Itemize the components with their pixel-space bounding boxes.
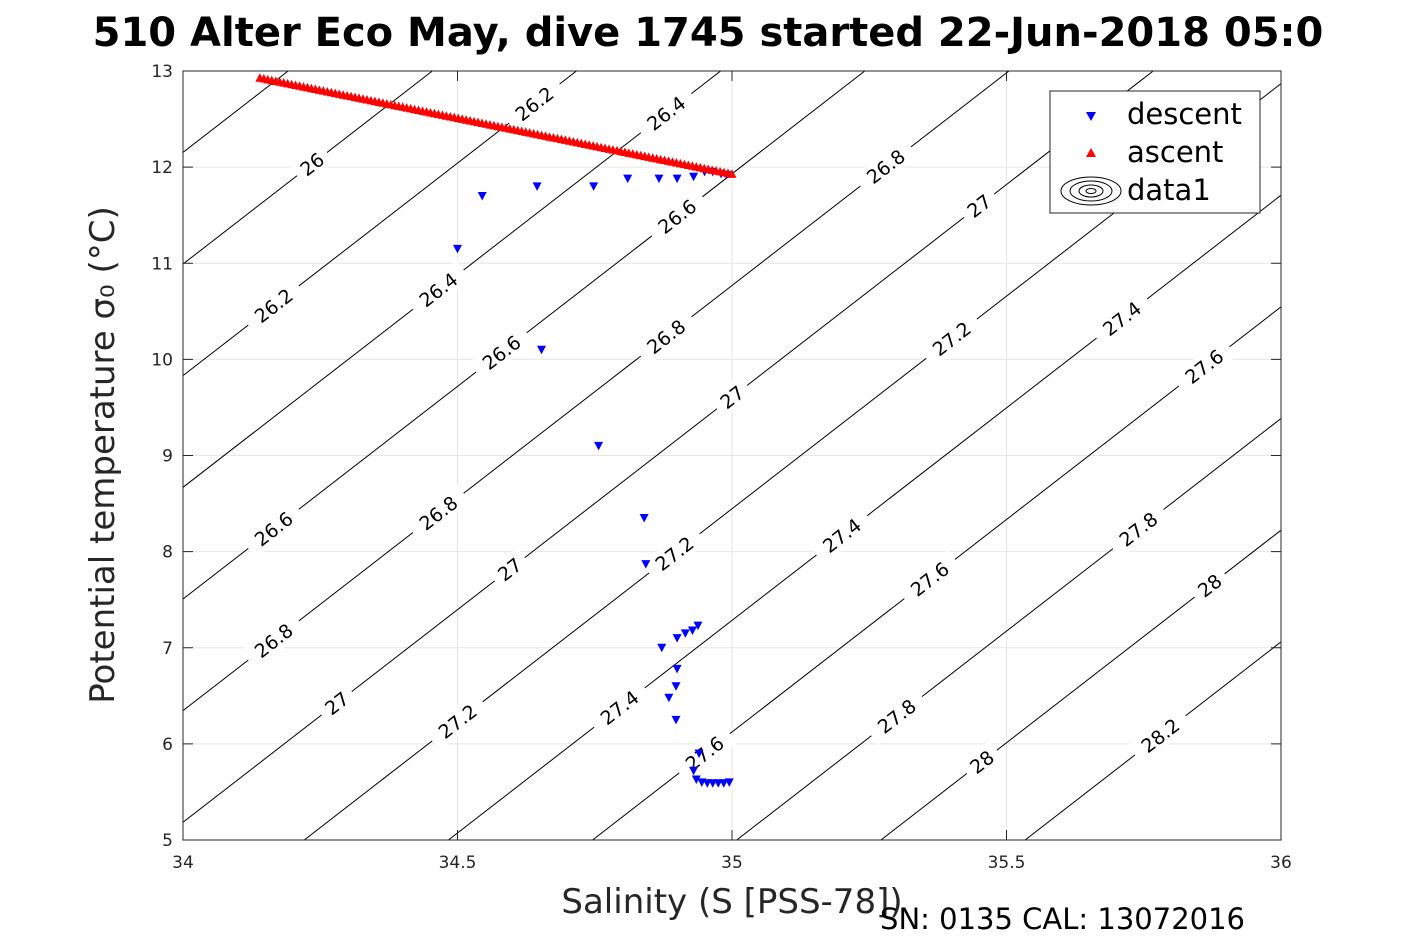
y-tick-label: 10 bbox=[151, 350, 173, 370]
isopycnal-line bbox=[183, 71, 577, 377]
descent-point bbox=[687, 626, 697, 635]
footer-serial-cal: SN: 0135 CAL: 13072016 bbox=[880, 902, 1245, 936]
x-axis-ticks: 34 34.5 35 35.5 36 bbox=[172, 71, 1292, 873]
descent-point bbox=[689, 172, 699, 182]
descent-point bbox=[594, 441, 604, 451]
y-tick-label: 9 bbox=[162, 447, 173, 467]
y-tick-label: 5 bbox=[162, 831, 173, 851]
descent-point bbox=[672, 664, 682, 674]
isopycnal-line bbox=[183, 71, 433, 265]
legend-descent-label: descent bbox=[1127, 97, 1242, 131]
y-axis-label: Potential temperature σ₀ (°C) bbox=[83, 206, 123, 704]
descent-point bbox=[671, 715, 681, 725]
y-tick-label: 7 bbox=[162, 639, 173, 659]
descent-point bbox=[639, 513, 649, 523]
x-axis-label: Salinity (S [PSS-78]) bbox=[561, 882, 902, 922]
y-tick-label: 8 bbox=[162, 543, 173, 563]
isopycnal-line bbox=[183, 71, 1010, 712]
y-tick-label: 6 bbox=[162, 735, 173, 755]
legend-descent-marker bbox=[1086, 112, 1096, 121]
x-tick-label: 36 bbox=[1270, 853, 1292, 873]
y-tick-label: 11 bbox=[151, 254, 173, 274]
x-tick-label: 34.5 bbox=[439, 853, 477, 873]
ascent-point bbox=[727, 169, 737, 178]
descent-point bbox=[453, 244, 462, 254]
y-tick-label: 12 bbox=[151, 158, 173, 178]
descent-point bbox=[657, 643, 667, 653]
legend-item-descent: descent bbox=[1086, 97, 1242, 131]
y-tick-label: 13 bbox=[151, 62, 173, 82]
x-tick-label: 34 bbox=[172, 853, 194, 873]
descent-point bbox=[654, 174, 664, 184]
data-markers bbox=[255, 73, 737, 788]
legend: descent ascent data1 bbox=[1049, 90, 1261, 214]
descent-point bbox=[672, 634, 682, 643]
descent-point bbox=[719, 779, 729, 788]
descent-point bbox=[623, 174, 633, 184]
legend-item-ascent: ascent bbox=[1086, 135, 1223, 169]
legend-contour-icon bbox=[1060, 176, 1122, 206]
descent-point bbox=[689, 766, 699, 776]
y-axis-ticks: 5 6 7 8 9 10 11 12 13 bbox=[151, 62, 1281, 851]
legend-ascent-marker bbox=[1086, 148, 1096, 157]
descent-point bbox=[641, 560, 651, 569]
descent-point bbox=[477, 191, 487, 201]
x-tick-label: 35.5 bbox=[988, 853, 1026, 873]
legend-ascent-label: ascent bbox=[1127, 135, 1223, 169]
descent-point bbox=[694, 749, 704, 758]
legend-item-data1: data1 bbox=[1060, 173, 1211, 207]
chart-title: 510 Alter Eco May, dive 1745 started 22-… bbox=[93, 10, 1324, 56]
legend-data1-label: data1 bbox=[1127, 173, 1211, 207]
descent-point bbox=[536, 345, 546, 355]
descent-point bbox=[693, 621, 703, 631]
x-tick-label: 35 bbox=[721, 853, 743, 873]
descent-point bbox=[672, 174, 682, 184]
descent-point bbox=[664, 693, 674, 703]
isopycnal-line bbox=[183, 71, 721, 488]
legend-box bbox=[1049, 90, 1261, 214]
descent-point bbox=[724, 778, 734, 787]
descent-point bbox=[589, 182, 599, 191]
isopycnal-line bbox=[880, 529, 1281, 840]
descent-point bbox=[691, 775, 701, 784]
descent-point bbox=[671, 682, 681, 691]
isopycnal-line bbox=[1024, 641, 1281, 840]
descent-point bbox=[532, 182, 542, 191]
isopycnal-line bbox=[592, 306, 1281, 840]
descent-point bbox=[680, 629, 690, 638]
